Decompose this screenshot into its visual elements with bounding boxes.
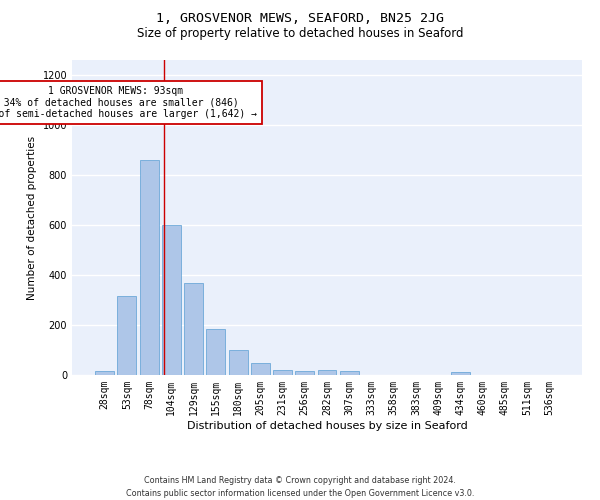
Text: 1 GROSVENOR MEWS: 93sqm
← 34% of detached houses are smaller (846)
65% of semi-d: 1 GROSVENOR MEWS: 93sqm ← 34% of detache… (0, 86, 257, 120)
Bar (118, 296, 136, 375)
Bar (273, 370, 292, 375)
X-axis label: Distribution of detached houses by size in Seaford: Distribution of detached houses by size … (187, 420, 467, 430)
Bar (140, 160, 158, 375)
Text: Contains HM Land Registry data © Crown copyright and database right 2024.
Contai: Contains HM Land Registry data © Crown c… (126, 476, 474, 498)
Bar (451, 372, 470, 375)
Bar (229, 350, 248, 375)
Bar (340, 370, 359, 375)
Bar (317, 370, 337, 375)
Bar (251, 363, 270, 375)
Y-axis label: Number of detached properties: Number of detached properties (27, 136, 37, 300)
Bar (95, 371, 114, 375)
Bar (295, 370, 314, 375)
Text: 1, GROSVENOR MEWS, SEAFORD, BN25 2JG: 1, GROSVENOR MEWS, SEAFORD, BN25 2JG (156, 12, 444, 26)
Text: Size of property relative to detached houses in Seaford: Size of property relative to detached ho… (137, 28, 463, 40)
Bar (184, 282, 203, 375)
Bar (162, 225, 181, 375)
Bar (206, 329, 225, 375)
